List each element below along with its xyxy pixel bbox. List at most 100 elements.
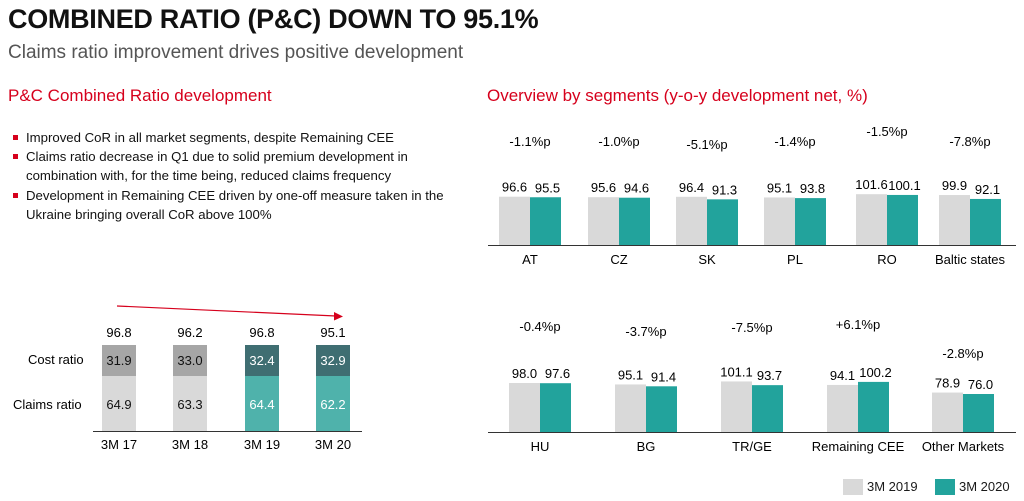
segment-bottom-bar-2019: [827, 384, 858, 432]
series-label-claims: Claims ratio: [13, 397, 82, 412]
segment-top-value-2020: 94.6: [624, 181, 649, 196]
segment-bottom-bar-2019: [615, 384, 646, 432]
segment-top-bar-2019: [676, 196, 707, 245]
segment-bottom-value-2019: 78.9: [935, 376, 960, 391]
segment-bottom-bar-2019: [932, 392, 963, 432]
segment-bottom-value-2020: 91.4: [651, 369, 676, 384]
category-label: 3M 17: [101, 437, 137, 452]
bullet-item: Claims ratio decrease in Q1 due to solid…: [10, 147, 480, 185]
cost-value-label: 32.9: [320, 353, 345, 368]
segment-top-bar-2020: [970, 198, 1001, 245]
segment-top-category-label: SK: [698, 252, 716, 267]
segment-top-bar-2019: [856, 194, 887, 245]
stacked-bar-cost: [245, 345, 279, 376]
segment-bottom-bar-2020: [646, 386, 677, 432]
segment-top-value-2019: 95.1: [767, 180, 792, 195]
segment-top-value-2019: 96.6: [502, 180, 527, 195]
bullet-item: Improved CoR in all market segments, des…: [10, 128, 480, 147]
segment-bottom-delta-label: +6.1%p: [836, 317, 880, 332]
segment-bottom-category-label: BG: [637, 439, 656, 454]
category-label: 3M 20: [315, 437, 351, 452]
segment-bottom-value-2020: 76.0: [968, 377, 993, 392]
segment-bottom-bar-2020: [540, 383, 571, 432]
segment-top-value-2019: 96.4: [679, 180, 704, 195]
cost-value-label: 32.4: [249, 353, 274, 368]
segment-bottom-bar-2020: [858, 381, 889, 432]
legend-label-2019: 3M 2019: [867, 479, 918, 494]
segment-bottom-category-label: Remaining CEE: [812, 439, 905, 454]
segment-bottom-value-2020: 93.7: [757, 368, 782, 383]
claims-value-label: 64.9: [106, 397, 131, 412]
segment-top-category-label: RO: [877, 252, 897, 267]
stacked-bar-cost: [173, 345, 207, 376]
claims-value-label: 63.3: [177, 397, 202, 412]
stacked-bar-claims: [102, 376, 136, 431]
legend-swatch-2019: [843, 479, 863, 495]
legend-label-2020: 3M 2020: [959, 479, 1010, 494]
segment-top-bar-2020: [795, 198, 826, 245]
segment-bottom-category-label: HU: [531, 439, 550, 454]
segment-bottom-value-2019: 98.0: [512, 366, 537, 381]
segment-top-value-2020: 93.8: [800, 181, 825, 196]
segment-bottom-delta-label: -2.8%p: [942, 346, 983, 361]
page-title: COMBINED RATIO (P&C) DOWN TO 95.1%: [8, 4, 539, 34]
segment-bottom-delta-label: -7.5%p: [731, 320, 772, 335]
segment-top-bar-2020: [887, 194, 918, 245]
bullet-item: Development in Remaining CEE driven by o…: [10, 186, 480, 224]
segment-bottom-bar-2019: [509, 383, 540, 432]
segment-top-delta-label: -1.0%p: [598, 134, 639, 149]
cost-value-label: 31.9: [106, 353, 131, 368]
category-label: 3M 19: [244, 437, 280, 452]
segment-top-bar-2020: [619, 197, 650, 245]
segment-top-bar-2019: [588, 197, 619, 245]
right-section-title: Overview by segments (y-o-y development …: [487, 86, 868, 105]
stacked-bar-cost: [316, 345, 350, 376]
segment-top-delta-label: -1.4%p: [774, 134, 815, 149]
segment-top-bar-2020: [530, 197, 561, 245]
segment-bottom-delta-label: -3.7%p: [625, 324, 666, 339]
claims-value-label: 62.2: [320, 397, 345, 412]
stacked-bar-claims: [173, 376, 207, 431]
series-label-cost: Cost ratio: [28, 352, 84, 367]
trend-arrow-head: [334, 312, 343, 321]
segment-bottom-value-2019: 94.1: [830, 368, 855, 383]
cost-value-label: 33.0: [177, 353, 202, 368]
segment-bottom-value-2019: 95.1: [618, 367, 643, 382]
segment-top-bar-2019: [939, 195, 970, 245]
total-value-label: 96.8: [249, 325, 274, 340]
segment-bottom-bar-2020: [963, 394, 994, 432]
segment-top-bar-2019: [499, 196, 530, 245]
segment-bottom-category-label: TR/GE: [732, 439, 772, 454]
segment-top-delta-label: -1.5%p: [866, 124, 907, 139]
page-subtitle: Claims ratio improvement drives positive…: [8, 42, 464, 63]
segment-bottom-value-2020: 100.2: [859, 365, 892, 380]
segment-bottom-delta-label: -0.4%p: [519, 319, 560, 334]
legend-swatch-2020: [935, 479, 955, 495]
segment-top-value-2019: 95.6: [591, 180, 616, 195]
segment-top-bar-2020: [707, 199, 738, 245]
claims-value-label: 64.4: [249, 397, 274, 412]
segment-top-value-2019: 101.6: [855, 177, 888, 192]
segment-bottom-value-2020: 97.6: [545, 366, 570, 381]
bullet-list: Improved CoR in all market segments, des…: [10, 128, 480, 224]
stacked-bar-cost: [102, 345, 136, 376]
segment-top-category-label: Baltic states: [935, 252, 1006, 267]
segment-top-category-label: AT: [522, 252, 538, 267]
segment-bottom-bar-2019: [721, 381, 752, 432]
segment-top-delta-label: -7.8%p: [949, 134, 990, 149]
segment-bottom-value-2019: 101.1: [720, 364, 753, 379]
segment-top-value-2020: 92.1: [975, 182, 1000, 197]
total-value-label: 96.2: [177, 325, 202, 340]
segment-top-bar-2019: [764, 197, 795, 245]
segment-top-value-2020: 91.3: [712, 182, 737, 197]
stacked-bar-claims: [316, 376, 350, 431]
left-section-title: P&C Combined Ratio development: [8, 86, 272, 105]
legend: 3M 2019 3M 2020: [843, 478, 1023, 496]
segment-top-category-label: PL: [787, 252, 803, 267]
segment-top-delta-label: -1.1%p: [509, 134, 550, 149]
segment-top-value-2019: 99.9: [942, 178, 967, 193]
segment-top-value-2020: 95.5: [535, 180, 560, 195]
segment-top-delta-label: -5.1%p: [686, 137, 727, 152]
segment-bottom-bar-2020: [752, 385, 783, 432]
total-value-label: 95.1: [320, 325, 345, 340]
